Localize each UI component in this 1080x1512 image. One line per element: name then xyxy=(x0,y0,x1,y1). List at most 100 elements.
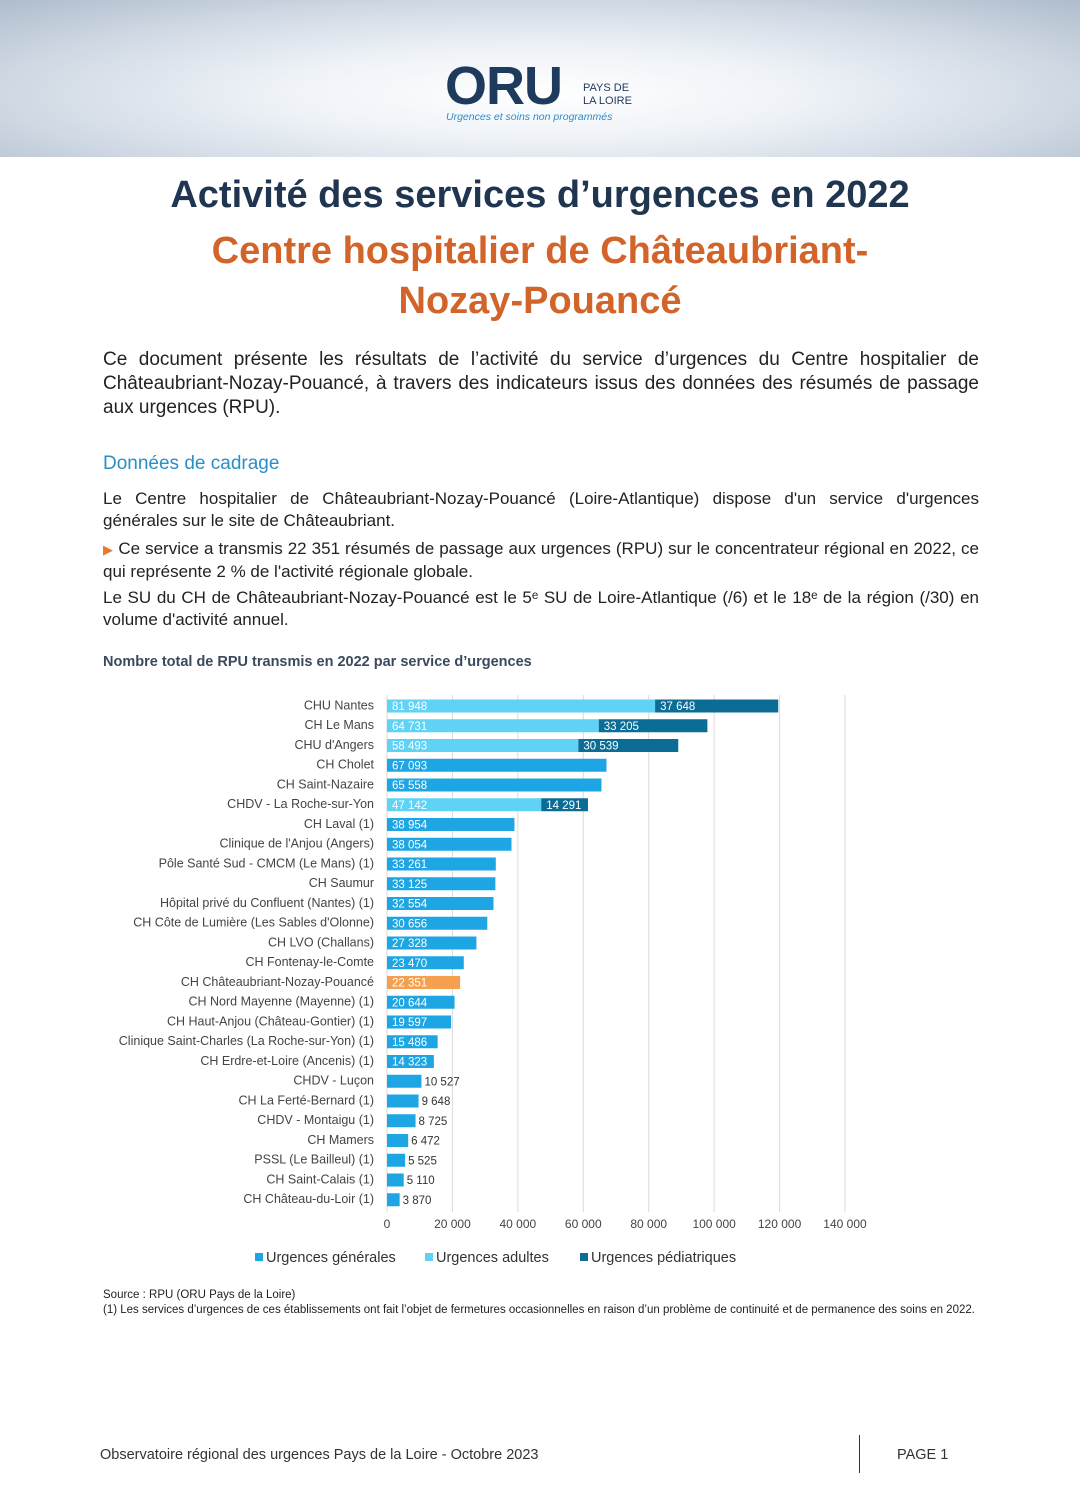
paragraph: Le Centre hospitalier de Châteaubriant-N… xyxy=(103,489,979,530)
bar xyxy=(387,778,602,792)
chart-title: Nombre total de RPU transmis en 2022 par… xyxy=(103,654,532,670)
value-label: 23 470 xyxy=(392,958,427,970)
x-tick-label: 20 000 xyxy=(434,1217,471,1231)
bullet-arrow: ▶ xyxy=(103,542,114,557)
title: Activité des services d’urgences en 2022 xyxy=(170,174,910,216)
bar xyxy=(387,837,512,851)
subtitle: Centre hospitalier de Châteaubriant-Noza… xyxy=(211,230,869,322)
category-label: CH Le Mans xyxy=(305,718,374,732)
category-label: PSSL (Le Bailleul) (1) xyxy=(254,1153,374,1167)
bar xyxy=(387,699,656,713)
bar xyxy=(387,818,515,831)
x-tick-label: 60 000 xyxy=(565,1217,602,1231)
value-label: 32 554 xyxy=(392,899,428,911)
value-label: 10 527 xyxy=(424,1076,459,1088)
legend-label: Urgences adultes xyxy=(436,1250,549,1266)
bar xyxy=(387,1094,419,1108)
legend-swatch xyxy=(580,1253,588,1261)
category-label: CH Haut-Anjou (Château-Gontier) (1) xyxy=(167,1014,374,1028)
logo: ORU xyxy=(445,56,563,116)
bar xyxy=(387,995,455,1009)
value-label: 33 261 xyxy=(392,859,427,871)
bar xyxy=(387,857,496,871)
category-label: CHDV - Luçon xyxy=(293,1074,374,1088)
x-tick-label: 40 000 xyxy=(500,1217,537,1231)
category-label: CH Côte de Lumière (Les Sables d'Olonne) xyxy=(133,916,374,930)
bar xyxy=(387,1055,434,1068)
legend-swatch xyxy=(425,1253,433,1261)
section-title: Données de cadrage xyxy=(103,453,280,474)
value-label: 38 054 xyxy=(392,839,428,851)
category-label: Hôpital privé du Confluent (Nantes) (1) xyxy=(160,896,374,910)
bar xyxy=(387,1153,406,1167)
category-label: Pôle Santé Sud - CMCM (Le Mans) (1) xyxy=(159,856,374,870)
legend-label: Urgences générales xyxy=(266,1250,396,1266)
bar xyxy=(387,719,599,733)
bar xyxy=(387,1074,422,1088)
value-label: 9 648 xyxy=(422,1096,451,1108)
x-tick-label: 120 000 xyxy=(758,1217,802,1231)
value-label: 14 323 xyxy=(392,1057,427,1069)
x-tick-label: 140 000 xyxy=(823,1217,867,1231)
value-label: 30 656 xyxy=(392,918,427,930)
bar xyxy=(387,1173,404,1187)
category-label: CH LVO (Challans) xyxy=(268,935,374,949)
value-label: 8 725 xyxy=(419,1116,448,1128)
x-tick-label: 0 xyxy=(384,1217,391,1231)
bar xyxy=(387,1134,409,1147)
bar xyxy=(387,1193,400,1207)
bar xyxy=(387,877,496,891)
value-label: 22 351 xyxy=(392,978,427,990)
value-label: 47 142 xyxy=(392,800,427,812)
intro: Ce document présente les résultats de l’… xyxy=(103,349,979,418)
x-tick-label: 100 000 xyxy=(692,1217,736,1231)
category-label: CH La Ferté-Bernard (1) xyxy=(239,1093,374,1107)
value-label: 6 472 xyxy=(411,1136,440,1148)
footer-text: Observatoire régional des urgences Pays … xyxy=(100,1447,539,1463)
bar xyxy=(387,1015,452,1029)
paragraph: Le SU du CH de Châteaubriant-Nozay-Pouan… xyxy=(103,588,979,629)
value-label: 5 525 xyxy=(408,1155,437,1167)
legend-label: Urgences pédiatriques xyxy=(591,1250,736,1266)
chart: 0 20 000 40 000 60 000 80 000 100 000 120 000 1… xyxy=(119,695,867,1266)
value-label: 65 558 xyxy=(392,780,427,792)
category-label: CHDV - La Roche-sur-Yon xyxy=(227,797,374,811)
logo-tagline: Urgences et soins non programmés xyxy=(446,111,613,123)
bar xyxy=(387,758,607,772)
paragraph: ▶ Ce service a transmis 22 351 résumés d… xyxy=(103,538,979,583)
bar xyxy=(387,897,494,910)
value-label: 15 486 xyxy=(392,1037,427,1049)
value-label: 19 597 xyxy=(392,1017,427,1029)
category-label: Clinique Saint-Charles (La Roche-sur-Yon… xyxy=(119,1034,374,1048)
value-label: 33 205 xyxy=(604,721,639,733)
bar xyxy=(387,976,461,989)
category-label: CH Nord Mayenne (Mayenne) (1) xyxy=(189,995,375,1009)
value-label: 33 125 xyxy=(392,879,427,891)
bar xyxy=(387,936,477,950)
footer-divider xyxy=(859,1435,860,1473)
legend-swatch xyxy=(255,1253,263,1261)
bar xyxy=(541,798,588,812)
value-label: 81 948 xyxy=(392,701,427,713)
category-label: CHU d'Angers xyxy=(295,738,375,752)
value-label: 67 093 xyxy=(392,760,427,772)
value-label: 30 539 xyxy=(583,741,618,753)
value-label: 38 954 xyxy=(392,820,428,832)
category-label: CH Saumur xyxy=(309,876,374,890)
value-label: 27 328 xyxy=(392,938,427,950)
header-banner xyxy=(0,0,1080,157)
category-label: CH Châteaubriant-Nozay-Pouancé xyxy=(181,975,374,989)
value-label: 37 648 xyxy=(660,701,695,713)
bar xyxy=(387,1035,438,1049)
bar xyxy=(655,699,779,713)
value-label: 3 870 xyxy=(403,1195,432,1207)
category-label: CH Cholet xyxy=(316,758,374,772)
category-label: CH Fontenay-le-Comte xyxy=(245,955,374,969)
category-label: CHU Nantes xyxy=(304,698,374,712)
bar xyxy=(387,798,542,812)
category-label: CH Erdre-et-Loire (Ancenis) (1) xyxy=(200,1054,374,1068)
logo-region: PAYS DE xyxy=(583,82,630,94)
source-note: Source : RPU (ORU Pays de la Loire) xyxy=(103,1289,296,1301)
bar xyxy=(387,1114,416,1128)
